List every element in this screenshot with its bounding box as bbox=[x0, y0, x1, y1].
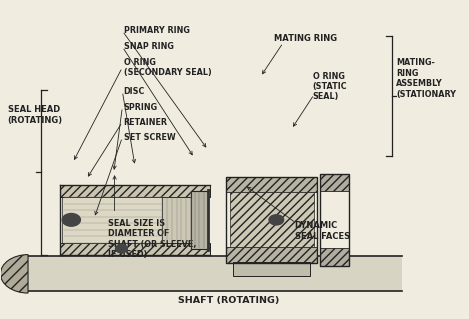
Bar bbox=[226, 177, 318, 192]
Text: MATING-
RING
ASSEMBLY
(STATIONARY: MATING- RING ASSEMBLY (STATIONARY bbox=[396, 58, 456, 99]
Text: O RING
(STATIC
SEAL): O RING (STATIC SEAL) bbox=[313, 71, 348, 101]
Bar bbox=[162, 197, 191, 243]
Bar bbox=[319, 174, 349, 266]
Text: RETAINER: RETAINER bbox=[124, 117, 168, 127]
Bar bbox=[233, 262, 310, 276]
Text: SET SCREW: SET SCREW bbox=[124, 133, 175, 142]
Bar bbox=[319, 174, 349, 191]
Text: SNAP RING: SNAP RING bbox=[124, 42, 174, 51]
Text: SPRING: SPRING bbox=[124, 103, 158, 112]
Text: DYNAMIC
SEAL FACES: DYNAMIC SEAL FACES bbox=[295, 221, 350, 241]
Bar bbox=[191, 191, 208, 249]
Circle shape bbox=[269, 215, 284, 225]
Text: SEAL HEAD
(ROTATING): SEAL HEAD (ROTATING) bbox=[8, 105, 63, 125]
Circle shape bbox=[62, 213, 80, 226]
Bar bbox=[60, 185, 210, 197]
Text: MATING RING: MATING RING bbox=[274, 34, 337, 43]
Text: SEAL SIZE IS
DIAMETER OF
SHAFT (OR SLEEVE,
IF USED): SEAL SIZE IS DIAMETER OF SHAFT (OR SLEEV… bbox=[108, 219, 196, 259]
Bar bbox=[26, 256, 401, 291]
Bar bbox=[319, 249, 349, 266]
Circle shape bbox=[115, 245, 128, 253]
Bar bbox=[62, 197, 165, 243]
Text: PRIMARY RING: PRIMARY RING bbox=[124, 26, 189, 35]
Text: SHAFT (ROTATING): SHAFT (ROTATING) bbox=[178, 296, 279, 305]
Bar bbox=[60, 243, 210, 255]
Bar bbox=[226, 248, 318, 263]
Text: O RING
(SECONDARY SEAL): O RING (SECONDARY SEAL) bbox=[124, 58, 212, 77]
Wedge shape bbox=[0, 255, 28, 293]
Bar bbox=[230, 192, 314, 248]
Bar bbox=[226, 177, 318, 263]
Text: DISC: DISC bbox=[124, 87, 145, 96]
